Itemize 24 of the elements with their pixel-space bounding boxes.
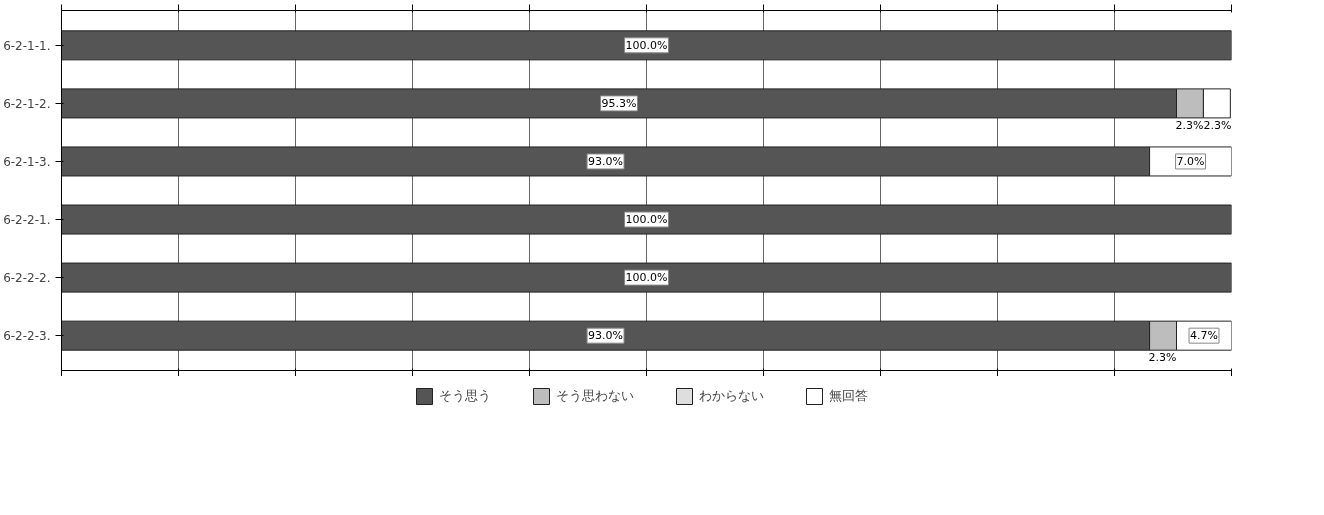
y-tick-label: 6-2-1-1. [3,38,51,53]
data-label: 100.0% [625,271,668,285]
legend-label: わからない [698,387,764,405]
data-label: 2.3% [1148,351,1177,365]
legend-label: そう思う [438,387,491,405]
legend-label: そう思わない [555,387,634,405]
data-label: 93.0% [588,154,624,168]
y-tick-label: 6-2-2-1. [3,213,51,228]
y-tick-label: 6-2-1-3. [3,154,51,169]
bar [61,204,1232,235]
y-tick-label: 6-2-2-3. [3,329,51,344]
data-label: 2.3% [1203,118,1232,132]
bar [61,262,1232,293]
data-label: 7.0% [1176,154,1205,168]
bar [61,30,1232,61]
data-label: 100.0% [625,38,668,52]
y-tick-label: 6-2-1-2. [3,96,51,111]
data-label: 95.3% [601,96,637,110]
data-label: 4.7% [1190,329,1218,343]
data-label: 93.0% [588,329,624,343]
y-tick-label: 6-2-2-2. [3,271,51,286]
data-label: 100.0% [625,213,668,227]
data-label: 2.3% [1175,118,1204,132]
legend-label: 無回答 [828,387,868,405]
